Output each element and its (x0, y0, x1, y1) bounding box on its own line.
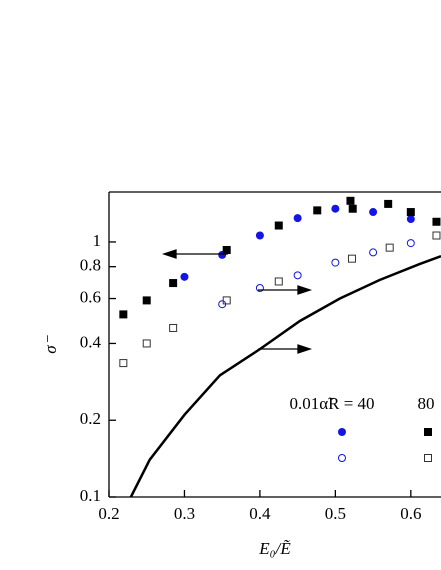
point (331, 204, 340, 213)
point (119, 310, 128, 319)
y-tick-label: 0.6 (80, 287, 101, 306)
x-tick-label: 0.6 (400, 504, 421, 523)
point (432, 217, 441, 226)
x-tick-label: 0.2 (98, 504, 119, 523)
legend-marker (338, 428, 346, 436)
x-tick-label: 0.4 (249, 504, 271, 523)
point (255, 283, 264, 292)
x-axis-label: E₀/Ẽ (258, 539, 291, 558)
point (142, 296, 151, 305)
point (406, 215, 415, 224)
point (348, 204, 357, 213)
point (385, 243, 394, 252)
point (142, 339, 151, 348)
y-tick-label: 1 (93, 231, 102, 250)
point (347, 254, 356, 263)
point (331, 258, 340, 267)
legend-label: 80 (418, 394, 435, 413)
x-tick-label: 0.5 (325, 504, 346, 523)
y-axis-label: σ⁻ (41, 334, 60, 353)
point (180, 272, 189, 281)
point (222, 296, 231, 305)
point (369, 208, 378, 217)
point (274, 277, 283, 286)
x-tick-label: 0.3 (174, 504, 195, 523)
y-tick-label: 0.1 (80, 486, 101, 505)
point (222, 245, 231, 254)
plot-area (119, 196, 441, 497)
point (169, 323, 178, 332)
y-tick-label: 0.2 (80, 409, 101, 428)
y-tick-label: 0.8 (80, 256, 101, 275)
point (169, 279, 178, 288)
point (293, 214, 302, 223)
point (293, 271, 302, 280)
point (406, 208, 415, 217)
point (119, 359, 128, 368)
point (274, 221, 283, 230)
point (432, 231, 441, 240)
legend-marker (424, 454, 432, 462)
point (313, 206, 322, 215)
legend-label: 0.01α̃R = 40 (289, 394, 374, 413)
point (384, 199, 393, 208)
point (255, 231, 264, 240)
legend-marker (424, 428, 432, 436)
point (346, 196, 355, 205)
arrows (161, 249, 313, 354)
point (406, 239, 415, 248)
point (369, 248, 378, 257)
y-tick-label: 0.4 (80, 332, 102, 351)
curve (129, 254, 441, 497)
legend-marker (338, 454, 346, 462)
